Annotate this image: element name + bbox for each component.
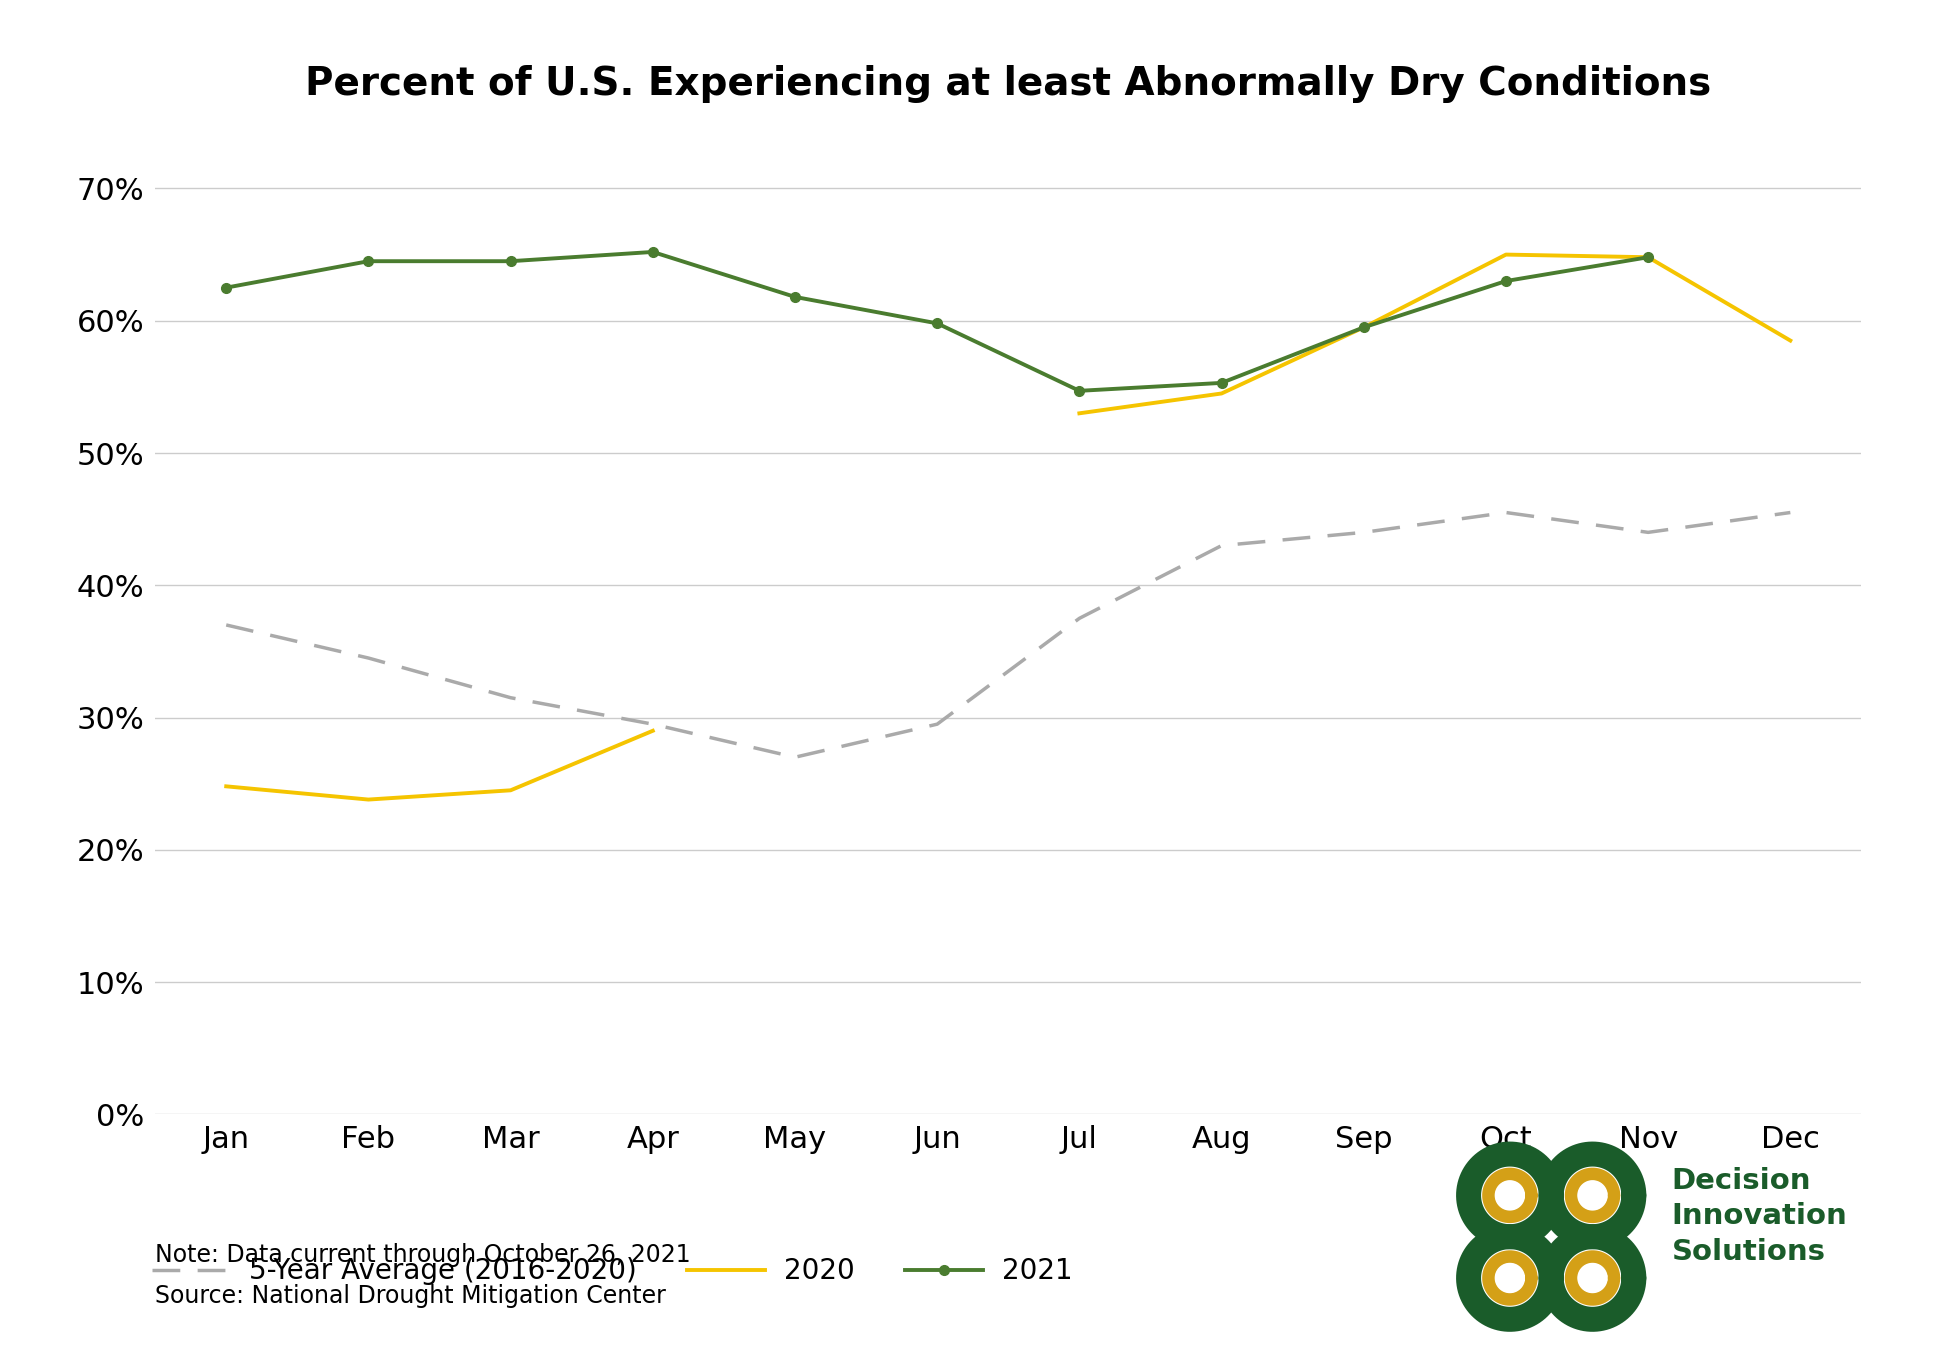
Text: Note: Data current through October 26, 2021: Note: Data current through October 26, 2… <box>155 1243 690 1268</box>
Title: Percent of U.S. Experiencing at least Abnormally Dry Conditions: Percent of U.S. Experiencing at least Ab… <box>304 64 1712 102</box>
Legend: 5-Year Average (2016-2020), 2020, 2021: 5-Year Average (2016-2020), 2020, 2021 <box>151 1257 1072 1286</box>
Text: Source: National Drought Mitigation Center: Source: National Drought Mitigation Cent… <box>155 1284 665 1309</box>
Text: Decision
Innovation
Solutions: Decision Innovation Solutions <box>1671 1166 1848 1267</box>
